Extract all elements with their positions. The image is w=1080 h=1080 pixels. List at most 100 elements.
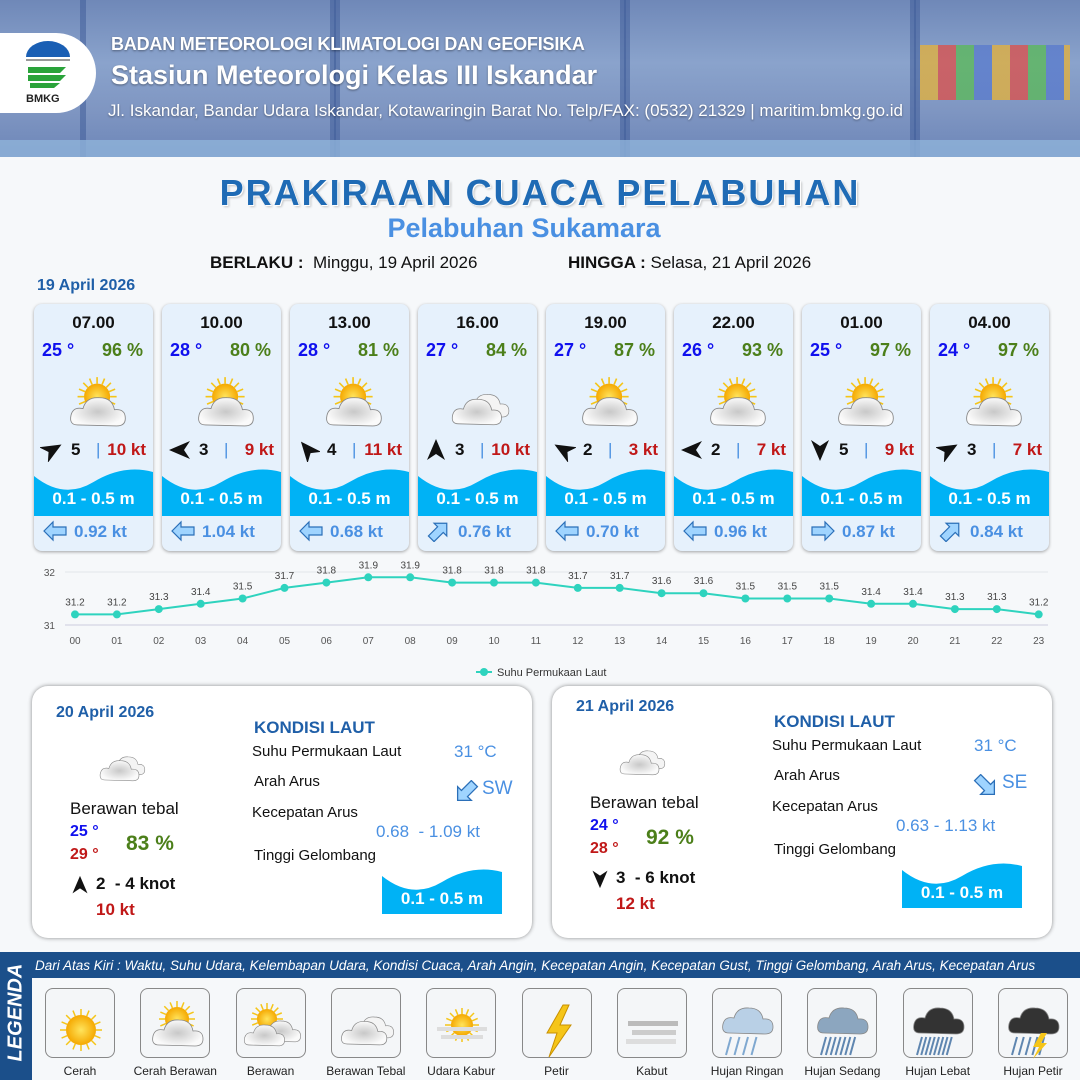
legend-icons: Cerah Cerah Berawan Berawan Berawan Tebal Ud… bbox=[32, 978, 1080, 1080]
sea-condition-title: KONDISI LAUT bbox=[774, 712, 895, 731]
cerah-legend-icon bbox=[45, 988, 115, 1058]
bmkg-logo: BMKG bbox=[0, 33, 96, 113]
min-temperature: 24 ° bbox=[590, 817, 619, 834]
data-point bbox=[112, 610, 121, 619]
current-speed: 0.92 kt bbox=[74, 522, 127, 541]
data-label: 31.8 bbox=[317, 566, 337, 577]
current-direction-arrow-icon bbox=[939, 522, 960, 542]
udara-kabur-icon bbox=[437, 1008, 488, 1042]
berawan-legend-icon bbox=[235, 988, 306, 1058]
current-speed-range: 0.63 - 1.13 kt bbox=[896, 816, 996, 835]
data-point bbox=[448, 578, 457, 587]
separator: | bbox=[864, 440, 869, 459]
sea-surface-temperature-chart: 31 32 31.2 00 31.2 01 31.3 02 31.4 03 31.5 04 31.7 05… bbox=[44, 560, 1049, 679]
gust-speed: 10 kt bbox=[491, 440, 530, 459]
hujan-lebat-icon bbox=[912, 1007, 965, 1056]
cerah-berawan-weather-icon bbox=[198, 377, 254, 427]
data-label: 31.8 bbox=[526, 566, 546, 577]
day-panel-21-april: 21 April 2026 Berawan tebal 24 ° 28 ° 92 % 3 … bbox=[552, 686, 1052, 938]
data-label: 31.4 bbox=[861, 587, 881, 598]
legend-title: LEGENDA bbox=[4, 963, 27, 1062]
legend-marker bbox=[480, 668, 488, 676]
legend-label: Hujan Ringan bbox=[710, 1064, 784, 1078]
data-label: 31.7 bbox=[610, 571, 630, 582]
wave-icon bbox=[290, 469, 409, 516]
forecast-time: 19.00 bbox=[584, 313, 627, 332]
forecast-card: 16.00 27 ° 84 % 3 | 10 kt 0.1 - 0.5 m 0.… bbox=[418, 304, 537, 551]
x-tick-label: 11 bbox=[531, 636, 542, 647]
max-temperature: 29 ° bbox=[70, 846, 99, 863]
valid-from-date: Minggu, 19 April 2026 bbox=[312, 253, 478, 272]
air-temperature: 27 ° bbox=[554, 340, 587, 360]
x-tick-label: 09 bbox=[447, 636, 459, 647]
wind-direction-arrow-icon bbox=[72, 875, 88, 894]
wave-height: 0.1 - 0.5 m bbox=[180, 489, 263, 508]
current-direction-arrow-icon bbox=[171, 520, 195, 542]
humidity: 97 % bbox=[869, 340, 911, 360]
legend-label: Cerah bbox=[63, 1064, 97, 1078]
data-label: 31.5 bbox=[778, 582, 798, 593]
hujan-sedang-icon bbox=[817, 1007, 869, 1056]
station-name: Stasiun Meteorologi Kelas III Iskandar bbox=[111, 60, 598, 90]
kabut-legend-icon bbox=[616, 988, 687, 1058]
max-temperature: 28 ° bbox=[590, 840, 619, 857]
x-tick-label: 03 bbox=[195, 636, 207, 647]
berawan-tebal-weather-icon bbox=[99, 756, 146, 782]
x-tick-label: 19 bbox=[866, 636, 878, 647]
wave-height: 0.1 - 0.5 m bbox=[436, 489, 519, 508]
wave-icon bbox=[382, 869, 502, 914]
day-panel-20-april: 20 April 2026 Berawan tebal 25 ° 29 ° 83 % 2 … bbox=[32, 686, 532, 938]
data-point bbox=[406, 573, 415, 582]
wave-height-label: Tinggi Gelombang bbox=[254, 847, 377, 864]
x-tick-label: 00 bbox=[69, 636, 81, 647]
wave-height: 0.1 - 0.5 m bbox=[820, 489, 903, 508]
wind-direction-arrow-icon bbox=[681, 441, 702, 459]
bmkg-logo-text: BMKG bbox=[26, 93, 60, 105]
current-speed: 0.76 kt bbox=[458, 522, 511, 541]
wind-speed: 2 bbox=[583, 440, 593, 459]
current-direction: SE bbox=[1002, 772, 1028, 793]
data-point bbox=[196, 599, 205, 608]
data-label: 31.5 bbox=[736, 582, 756, 593]
current-speed-label: Kecepatan Arus bbox=[252, 804, 358, 821]
x-tick-label: 18 bbox=[824, 636, 836, 647]
forecast-card: 07.00 25 ° 96 % 5 | 10 kt 0.1 - 0.5 m 0.… bbox=[34, 304, 153, 551]
separator: | bbox=[608, 440, 613, 459]
data-point bbox=[238, 594, 247, 603]
berawan-icon bbox=[243, 1003, 301, 1047]
y-tick-label: 32 bbox=[44, 568, 56, 579]
wave-height: 0.1 - 0.5 m bbox=[692, 489, 775, 508]
forecast-card: 01.00 25 ° 97 % 5 | 9 kt 0.1 - 0.5 m 0.8… bbox=[802, 304, 921, 551]
data-point bbox=[909, 599, 917, 608]
data-point bbox=[154, 605, 163, 614]
current-speed: 0.96 kt bbox=[714, 522, 767, 541]
wind-speed: 3 bbox=[967, 440, 977, 459]
udara-kabur-legend-icon bbox=[426, 988, 497, 1058]
current-direction-arrow-icon bbox=[456, 780, 479, 802]
gust-speed: 7 kt bbox=[756, 440, 786, 459]
legend-label: Cerah Berawan bbox=[133, 1064, 217, 1078]
air-temperature: 24 ° bbox=[938, 340, 971, 360]
data-label: 31.7 bbox=[275, 571, 295, 582]
separator: | bbox=[736, 440, 741, 459]
data-label: 31.9 bbox=[400, 560, 420, 571]
gust-speed: 9 kt bbox=[884, 440, 914, 459]
berawan-tebal-weather-icon bbox=[451, 394, 510, 426]
separator: | bbox=[992, 440, 997, 459]
humidity: 97 % bbox=[997, 340, 1039, 360]
valid-to-label: HINGGA : bbox=[568, 253, 646, 272]
current-direction-arrow-icon bbox=[299, 520, 323, 542]
hujan-petir-icon bbox=[1008, 1007, 1060, 1059]
berawan-tebal-legend-icon bbox=[330, 988, 401, 1058]
gust-speed: 10 kt bbox=[96, 900, 135, 919]
x-tick-label: 05 bbox=[279, 636, 291, 647]
current-direction-arrow-icon bbox=[43, 520, 67, 542]
y-tick-label: 31 bbox=[44, 621, 56, 632]
wave-height: 0.1 - 0.5 m bbox=[52, 489, 135, 508]
x-tick-label: 04 bbox=[237, 636, 249, 647]
legend-label: Kabut bbox=[636, 1064, 668, 1078]
page-title: PRAKIRAAN CUACA PELABUHAN bbox=[219, 172, 861, 213]
data-point bbox=[364, 573, 373, 582]
cerah-berawan-weather-icon bbox=[710, 377, 766, 427]
x-tick-label: 14 bbox=[656, 636, 668, 647]
